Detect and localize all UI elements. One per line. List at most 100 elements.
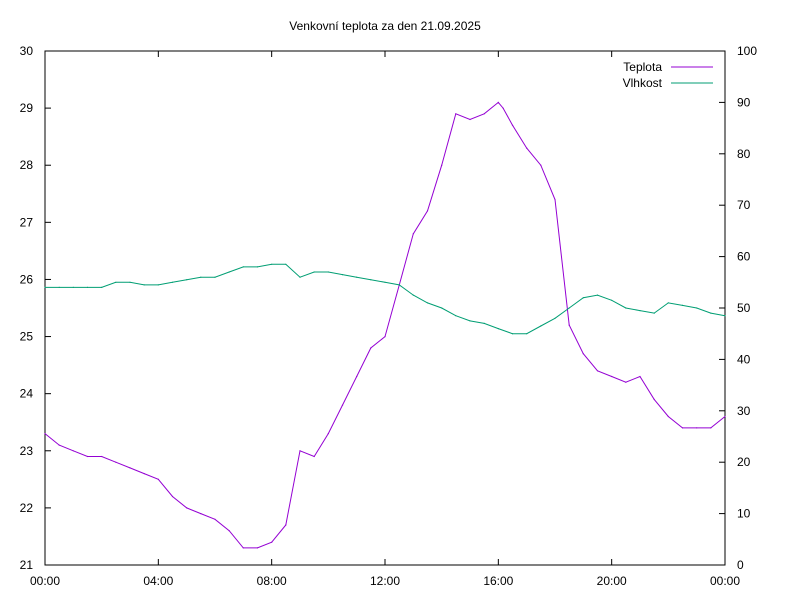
y-tick-label-left: 30 [20, 44, 34, 58]
data-point-teplota [228, 530, 230, 532]
data-point-vlhkost [667, 302, 669, 304]
data-point-vlhkost [554, 317, 556, 319]
data-point-vlhkost [455, 315, 457, 317]
data-point-teplota [540, 164, 542, 166]
data-point-vlhkost [681, 304, 684, 306]
x-tick-label: 04:00 [143, 574, 173, 588]
series-line-teplota [44, 101, 726, 549]
data-point-vlhkost [370, 279, 372, 281]
data-point-teplota [511, 124, 514, 126]
data-point-teplota [171, 495, 174, 498]
data-point-teplota [526, 147, 528, 149]
data-point-vlhkost [313, 271, 315, 273]
data-point-teplota [554, 198, 556, 201]
data-point-vlhkost [356, 276, 358, 278]
data-point-teplota [497, 101, 499, 103]
y-tick-label-right: 30 [737, 404, 751, 418]
data-point-teplota [271, 541, 273, 543]
data-point-teplota [568, 324, 570, 326]
data-point-teplota [356, 375, 358, 378]
data-point-teplota [455, 113, 457, 115]
data-point-vlhkost [582, 297, 584, 299]
data-point-vlhkost [242, 266, 244, 268]
data-point-teplota [625, 381, 627, 383]
data-point-teplota [72, 450, 74, 452]
y-tick-label-right: 20 [737, 455, 751, 469]
y-tick-label-left: 28 [20, 158, 34, 172]
data-point-teplota [157, 478, 159, 480]
chart-title: Venkovní teplota za den 21.09.2025 [289, 19, 481, 33]
data-point-vlhkost [497, 328, 499, 330]
data-point-teplota [341, 404, 344, 406]
data-point-vlhkost [256, 266, 259, 268]
y-tick-label-right: 60 [737, 250, 751, 264]
data-point-teplota [186, 507, 188, 509]
data-point-teplota [313, 455, 315, 458]
data-point-vlhkost [341, 274, 344, 276]
data-point-teplota [696, 427, 698, 429]
data-point-teplota [214, 518, 216, 520]
data-point-vlhkost [611, 299, 613, 301]
data-point-vlhkost [653, 312, 655, 314]
data-point-vlhkost [228, 271, 230, 273]
y-tick-label-right: 90 [737, 95, 751, 109]
data-point-vlhkost [101, 286, 103, 288]
data-point-vlhkost [214, 276, 216, 278]
axes: 21 22 23 24 25 26 27 28 29 30 0 10 20 30 40 50 60 70 80 90 1… [20, 44, 758, 588]
data-point-teplota [200, 513, 202, 515]
data-point-vlhkost [540, 325, 542, 327]
x-tick-label: 12:00 [370, 574, 400, 588]
y-tick-label-right: 70 [737, 198, 751, 212]
data-point-vlhkost [412, 294, 414, 296]
y-tick-label-right: 0 [737, 558, 744, 572]
data-point-vlhkost [426, 302, 429, 304]
data-point-vlhkost [710, 312, 712, 314]
data-point-vlhkost [186, 279, 188, 281]
data-point-vlhkost [526, 333, 528, 335]
data-point-teplota [242, 547, 244, 549]
data-point-vlhkost [568, 307, 570, 309]
data-point-teplota [653, 398, 655, 400]
y-tick-label-right: 40 [737, 352, 751, 366]
data-point-vlhkost [724, 315, 726, 317]
x-tick-label: 00:00 [30, 574, 60, 588]
data-point-teplota [143, 473, 145, 475]
data-point-teplota [582, 353, 584, 355]
x-tick-label: 00:00 [710, 574, 740, 588]
y-tick-label-left: 23 [20, 444, 34, 458]
x-tick-label: 16:00 [483, 574, 513, 588]
data-point-teplota [596, 370, 599, 372]
data-point-teplota [426, 210, 429, 212]
data-point-vlhkost [299, 276, 301, 278]
y-tick-label-right: 80 [737, 147, 751, 161]
data-point-vlhkost [625, 307, 627, 309]
y-tick-label-right: 10 [737, 507, 751, 521]
data-point-teplota [370, 347, 372, 349]
data-point-teplota [285, 524, 287, 526]
plot-frame [44, 50, 726, 566]
data-point-teplota [502, 107, 504, 109]
legend-label-teplota: Teplota [623, 60, 662, 74]
data-point-teplota [299, 450, 301, 452]
data-point-vlhkost [511, 333, 514, 335]
y-tick-label-left: 26 [20, 272, 34, 286]
data-point-vlhkost [143, 284, 145, 286]
data-point-vlhkost [469, 320, 471, 322]
data-point-teplota [58, 444, 60, 446]
data-point-vlhkost [327, 271, 329, 273]
data-point-teplota [483, 113, 485, 115]
y-tick-label-left: 29 [20, 101, 34, 115]
legend: Teplota Vlhkost [623, 60, 713, 90]
data-point-vlhkost [115, 281, 117, 283]
data-point-teplota [681, 427, 684, 429]
series-teplota [44, 101, 726, 549]
data-point-vlhkost [398, 284, 400, 286]
series-layer [44, 101, 726, 549]
y-tick-label-right: 50 [737, 301, 751, 315]
data-point-vlhkost [157, 284, 159, 286]
data-point-teplota [412, 233, 414, 235]
data-point-vlhkost [200, 276, 202, 278]
data-point-vlhkost [639, 310, 641, 312]
